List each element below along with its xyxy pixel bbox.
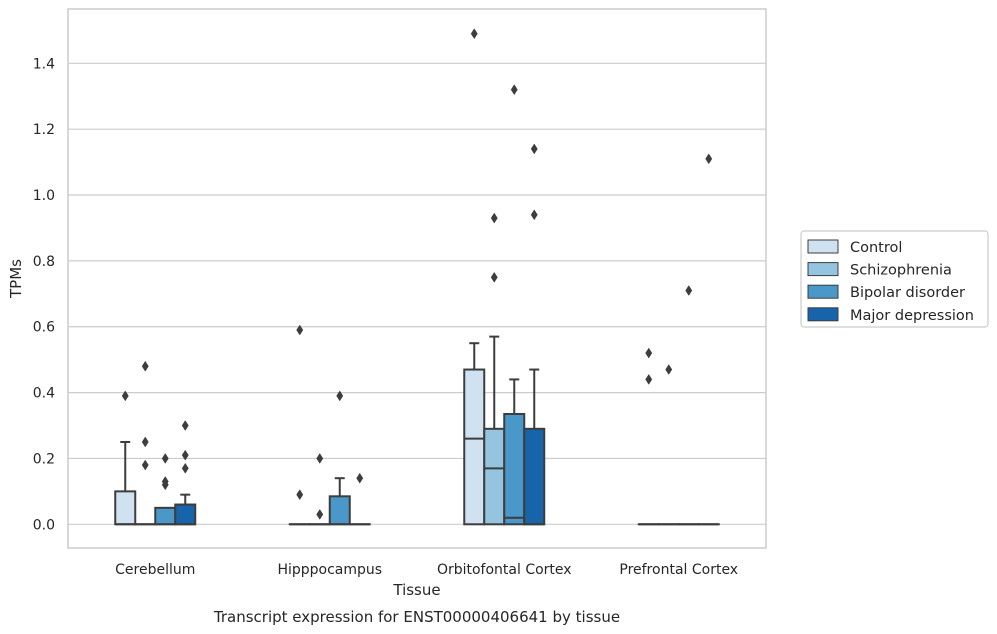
iqr-box: [154, 506, 177, 526]
box-plot-box: [483, 212, 506, 526]
y-tick-label: 0.6: [33, 320, 55, 336]
iqr-box: [328, 495, 351, 526]
outlier-point: [645, 347, 653, 359]
grid-lines: [68, 62, 766, 525]
box-plot-box: [134, 360, 157, 526]
legend-item: Bipolar disorder: [807, 284, 965, 301]
outlier-point: [665, 364, 673, 375]
outlier-point: [161, 479, 169, 491]
y-tick-label: 0.2: [33, 451, 55, 467]
box-plot-box: [677, 285, 700, 526]
box-plot-box: [523, 143, 546, 526]
legend-label: Schizophrenia: [850, 263, 952, 279]
box-plot-box: [114, 390, 137, 526]
box-layer: [114, 28, 720, 526]
y-tick-labels: 0.0 0.2 0.4 0.6 0.8 1.0 1.2 1.4: [33, 56, 55, 533]
y-tick-label: 1.0: [33, 188, 55, 204]
outlier-point: [296, 324, 304, 336]
legend-label: Bipolar disorder: [850, 285, 965, 301]
outlier-point: [356, 472, 364, 484]
legend-swatch: [807, 239, 839, 254]
legend-swatch: [807, 262, 839, 277]
y-axis-label: TPMs: [7, 259, 25, 299]
box-plot-box: [637, 347, 660, 526]
box-plot-box: [657, 364, 680, 526]
plot-frame: [67, 8, 767, 549]
box-plot-box: [174, 420, 197, 526]
y-tick-label: 0.8: [33, 254, 55, 270]
legend-swatch: [807, 284, 839, 299]
y-tick-label: 0.4: [33, 386, 55, 402]
y-tick-label: 0.0: [33, 517, 55, 533]
iqr-box: [114, 490, 137, 526]
legend: Control Schizophrenia Bipolar disorder Majo…: [800, 230, 989, 328]
outlier-point: [141, 459, 149, 471]
box-plot-box: [328, 390, 351, 526]
legend-label: Control: [850, 240, 902, 256]
legend-item: Major depression: [807, 307, 974, 324]
outlier-point: [316, 453, 324, 464]
outlier-point: [121, 390, 129, 402]
box-plot-box: [288, 324, 311, 526]
iqr-box: [523, 427, 546, 526]
iqr-box: [503, 412, 526, 526]
outlier-point: [490, 271, 498, 283]
legend-frame: [800, 230, 989, 328]
legend-item: Schizophrenia: [807, 262, 952, 279]
box-plot-box: [463, 28, 486, 526]
chart-caption: Transcript expression for ENST0000040664…: [213, 608, 620, 626]
outlier-point: [141, 436, 149, 448]
x-tick-label: Orbitofontal Cortex: [437, 562, 572, 578]
outlier-point: [141, 360, 149, 372]
outlier-point: [296, 489, 304, 501]
outlier-point: [336, 390, 344, 402]
legend-item: Control: [807, 239, 902, 256]
box-plot-box: [348, 472, 371, 526]
iqr-box: [463, 368, 486, 526]
outlier-point: [181, 420, 189, 431]
x-tick-label: Prefrontal Cortex: [619, 562, 738, 578]
outlier-point: [470, 28, 478, 40]
outlier-point: [316, 508, 324, 520]
legend-swatch: [807, 307, 839, 322]
box-plot-box: [503, 84, 526, 526]
x-tick-label: Cerebellum: [115, 562, 195, 578]
outlier-point: [510, 84, 518, 96]
y-tick-label: 1.2: [33, 122, 55, 138]
x-tick-labels: Cerebellum Hipppocampus Orbitofontal Corte…: [115, 562, 738, 578]
x-axis-label: Tissue: [392, 581, 440, 599]
outlier-point: [685, 285, 693, 296]
box-plot-box: [697, 153, 720, 526]
y-tick-label: 1.4: [33, 56, 55, 72]
box-plot-box: [154, 453, 177, 526]
x-tick-label: Hipppocampus: [277, 562, 382, 578]
legend-label: Major depression: [850, 308, 974, 324]
outlier-point: [490, 212, 498, 224]
iqr-box: [483, 427, 506, 526]
outlier-point: [181, 462, 189, 474]
outlier-point: [530, 143, 538, 155]
outlier-point: [181, 449, 189, 461]
outlier-point: [161, 453, 169, 464]
outlier-point: [645, 374, 653, 385]
iqr-box: [174, 503, 197, 526]
box-plot-box: [308, 453, 331, 526]
outlier-point: [705, 153, 713, 165]
outlier-point: [530, 209, 538, 221]
